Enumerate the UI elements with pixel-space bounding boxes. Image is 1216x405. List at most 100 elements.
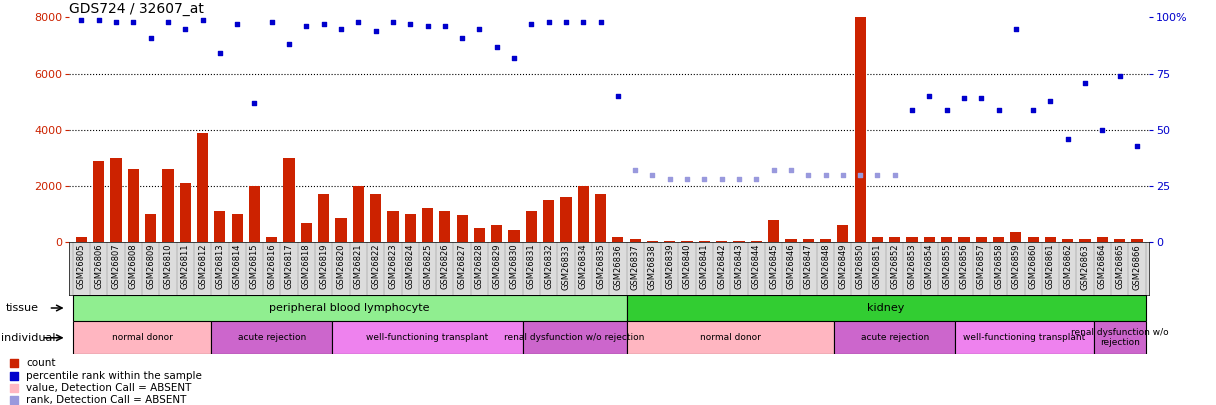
Text: GSM26818: GSM26818 — [302, 244, 311, 290]
Point — [522, 21, 541, 28]
Text: GSM26850: GSM26850 — [856, 244, 865, 289]
Point — [936, 107, 956, 113]
Point — [72, 17, 91, 23]
Point — [643, 172, 663, 178]
Bar — [975, 237, 987, 242]
Point — [388, 0, 407, 6]
Bar — [231, 214, 243, 242]
Bar — [456, 215, 468, 242]
Text: GSM26843: GSM26843 — [734, 244, 743, 290]
Text: GSM26853: GSM26853 — [907, 244, 917, 290]
Text: acute rejection: acute rejection — [861, 333, 929, 342]
Text: tissue: tissue — [6, 303, 39, 313]
Text: GSM26857: GSM26857 — [976, 244, 986, 290]
Text: GSM26849: GSM26849 — [838, 244, 848, 289]
Text: kidney: kidney — [867, 303, 905, 313]
Text: individual: individual — [1, 333, 55, 343]
Point — [1024, 107, 1043, 113]
Bar — [353, 186, 364, 242]
Point — [158, 19, 178, 25]
Point — [1058, 136, 1077, 142]
Point — [833, 172, 852, 178]
Bar — [1114, 239, 1125, 242]
Bar — [820, 239, 832, 242]
Text: rank, Detection Call = ABSENT: rank, Detection Call = ABSENT — [27, 395, 186, 405]
Text: renal dysfunction w/o
rejection: renal dysfunction w/o rejection — [1071, 328, 1169, 347]
Point — [694, 176, 714, 183]
Bar — [1062, 239, 1074, 242]
Text: GSM26814: GSM26814 — [232, 244, 242, 289]
Text: normal donor: normal donor — [700, 333, 761, 342]
Text: GSM26827: GSM26827 — [457, 244, 467, 290]
Text: GSM26862: GSM26862 — [1063, 244, 1073, 290]
Point — [124, 19, 143, 25]
Bar — [73, 321, 212, 354]
Point — [505, 55, 524, 61]
Text: GSM26816: GSM26816 — [268, 244, 276, 290]
Point — [799, 172, 818, 178]
Bar — [128, 169, 139, 242]
Bar — [523, 321, 626, 354]
Point — [314, 21, 333, 28]
Text: GSM26851: GSM26851 — [873, 244, 882, 289]
Point — [486, 43, 506, 50]
Text: GSM26856: GSM26856 — [959, 244, 968, 290]
Bar — [803, 239, 814, 242]
Bar — [180, 183, 191, 242]
Point — [539, 19, 558, 25]
Bar — [681, 241, 693, 242]
Bar — [699, 241, 710, 242]
Text: well-functioning transplant: well-functioning transplant — [963, 333, 1086, 342]
Point — [850, 172, 869, 178]
Text: GSM26825: GSM26825 — [423, 244, 432, 289]
Text: GSM26837: GSM26837 — [631, 244, 640, 290]
Text: GSM26840: GSM26840 — [682, 244, 692, 289]
Text: GDS724 / 32607_at: GDS724 / 32607_at — [69, 2, 204, 16]
Bar — [612, 237, 624, 242]
Bar — [626, 295, 1145, 321]
Point — [89, 17, 108, 23]
Bar — [212, 321, 332, 354]
Bar — [750, 241, 762, 242]
Bar — [75, 237, 88, 242]
Point — [1127, 142, 1147, 149]
Text: acute rejection: acute rejection — [237, 333, 306, 342]
Text: GSM26806: GSM26806 — [94, 244, 103, 290]
Text: GSM26848: GSM26848 — [821, 244, 831, 290]
Text: GSM26860: GSM26860 — [1029, 244, 1037, 290]
Bar — [993, 237, 1004, 242]
Bar — [405, 214, 416, 242]
Point — [400, 21, 420, 28]
Text: GSM26844: GSM26844 — [751, 244, 761, 289]
Text: GSM26865: GSM26865 — [1115, 244, 1125, 290]
Text: GSM26809: GSM26809 — [146, 244, 156, 289]
Text: GSM26807: GSM26807 — [112, 244, 120, 290]
Point — [764, 167, 783, 173]
Bar — [214, 211, 225, 242]
Text: GSM26826: GSM26826 — [440, 244, 450, 290]
Point — [1110, 72, 1130, 79]
Bar — [332, 321, 523, 354]
Point — [574, 19, 593, 25]
Point — [297, 23, 316, 30]
Text: GSM26855: GSM26855 — [942, 244, 951, 289]
Point — [141, 34, 161, 41]
Text: GSM26813: GSM26813 — [215, 244, 225, 290]
Bar — [889, 237, 900, 242]
Bar — [855, 17, 866, 242]
Text: GSM26810: GSM26810 — [163, 244, 173, 289]
Point — [193, 17, 213, 23]
Bar — [283, 158, 294, 242]
Point — [388, 220, 407, 226]
Bar — [924, 237, 935, 242]
Text: normal donor: normal donor — [112, 333, 173, 342]
Bar — [145, 214, 157, 242]
Point — [816, 172, 835, 178]
Bar — [370, 194, 382, 242]
Bar — [508, 230, 519, 242]
Text: GSM26836: GSM26836 — [613, 244, 623, 290]
Bar — [439, 211, 450, 242]
Point — [919, 93, 939, 99]
Bar — [1045, 237, 1057, 242]
Bar — [956, 321, 1093, 354]
